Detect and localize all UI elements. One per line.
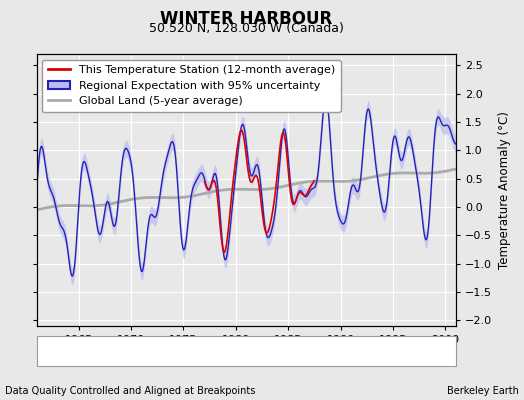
Text: ▲: ▲ bbox=[133, 346, 140, 356]
Text: Record Gap: Record Gap bbox=[149, 346, 206, 356]
Text: WINTER HARBOUR: WINTER HARBOUR bbox=[160, 10, 332, 28]
Y-axis label: Temperature Anomaly (°C): Temperature Anomaly (°C) bbox=[498, 111, 510, 269]
Text: Empirical Break: Empirical Break bbox=[354, 346, 430, 356]
Text: 50.520 N, 128.030 W (Canada): 50.520 N, 128.030 W (Canada) bbox=[149, 22, 344, 35]
Text: Data Quality Controlled and Aligned at Breakpoints: Data Quality Controlled and Aligned at B… bbox=[5, 386, 256, 396]
Text: ■: ■ bbox=[336, 346, 345, 356]
Text: Berkeley Earth: Berkeley Earth bbox=[447, 386, 519, 396]
Text: Station Move: Station Move bbox=[66, 346, 129, 356]
Text: ▼: ▼ bbox=[227, 346, 234, 356]
Legend: This Temperature Station (12-month average), Regional Expectation with 95% uncer: This Temperature Station (12-month avera… bbox=[42, 60, 341, 112]
Text: ◆: ◆ bbox=[49, 346, 56, 356]
Text: Time of Obs. Change: Time of Obs. Change bbox=[244, 346, 345, 356]
